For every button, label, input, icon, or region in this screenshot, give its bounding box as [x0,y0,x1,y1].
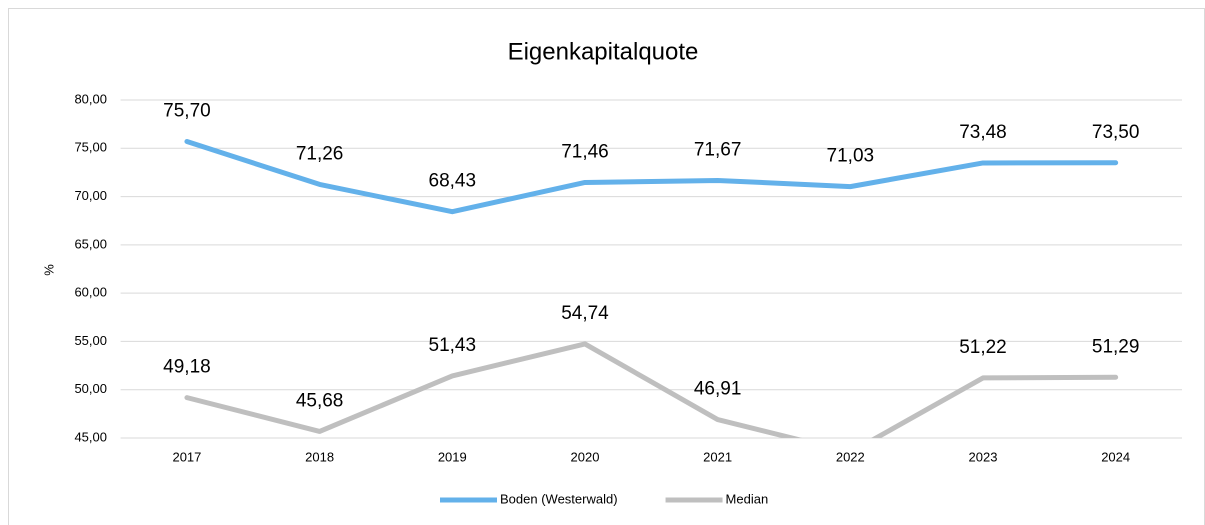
x-tick-label: 2024 [1101,449,1130,464]
y-tick-label: 60,00 [74,285,107,300]
data-label: 71,67 [694,139,742,160]
y-tick-label: 45,00 [74,429,107,444]
chart-title: Eigenkapitalquote [508,38,699,65]
data-label: 49,18 [163,357,211,378]
data-label: 45,68 [296,390,344,411]
legend-label: Boden (Westerwald) [500,491,618,506]
data-label: 75,70 [163,101,211,122]
y-tick-label: 75,00 [74,140,107,155]
y-tick-label: 80,00 [74,91,107,106]
data-label: 71,46 [561,141,609,162]
data-label: 51,43 [429,335,477,356]
y-tick-label: 50,00 [74,381,107,396]
y-tick-label: 70,00 [74,188,107,203]
data-label: 73,48 [959,122,1007,143]
x-tick-label: 2017 [172,449,201,464]
x-tick-label: 2021 [703,449,732,464]
data-label: 54,74 [561,303,609,324]
plot-area [184,139,1119,438]
x-tick-label: 2019 [438,449,467,464]
data-label: 71,03 [827,146,875,167]
data-label: 73,50 [1092,122,1140,143]
x-tick-label: 2020 [571,449,600,464]
data-label: 68,43 [429,171,477,192]
x-tick-label: 2018 [305,449,334,464]
y-tick-label: 55,00 [74,333,107,348]
data-label: 46,91 [694,379,742,400]
legend-label: Median [726,491,769,506]
series-line [184,341,1119,438]
y-tick-label: 65,00 [74,236,107,251]
data-label: 51,29 [1092,336,1140,357]
data-label: 71,26 [296,143,344,164]
x-tick-label: 2022 [836,449,865,464]
chart-frame [8,8,1205,525]
x-tick-label: 2023 [969,449,998,464]
series-line [184,139,1119,215]
data-label: 51,22 [959,337,1007,358]
y-axis-label: % [41,264,56,276]
